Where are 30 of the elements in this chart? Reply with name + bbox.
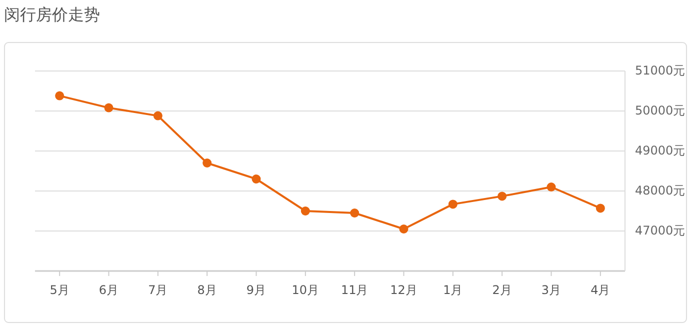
x-tick-label: 12月 [390,283,418,297]
y-tick-label: 49000元 [635,143,686,158]
x-tick-label: 9月 [246,283,266,297]
point [153,111,162,120]
x-tick-label: 6月 [98,283,119,297]
x-tick-label: 2月 [492,283,512,297]
y-tick-label: 51000元 [635,63,686,78]
point [596,204,605,213]
point [55,91,64,100]
x-tick-label: 3月 [541,283,562,297]
x-tick-label: 8月 [197,283,217,297]
point [498,192,507,201]
y-tick-label: 48000元 [635,183,686,198]
point [448,200,458,209]
y-tick-label: 47000元 [635,223,686,238]
x-tick-label: 4月 [590,283,610,297]
point [350,208,360,218]
point [202,158,212,168]
x-tick-label: 10月 [292,283,320,297]
x-tick-label: 5月 [50,283,70,297]
point [546,182,556,192]
point [252,174,261,184]
x-tick-label: 1月 [443,283,463,297]
point [399,224,408,234]
chart-title: 闵行房价走势 [4,5,100,24]
point [104,103,114,112]
x-tick-label: 7月 [148,283,168,297]
point [300,206,310,216]
x-tick-label: 11月 [340,283,368,297]
y-tick-label: 50000元 [635,103,686,118]
